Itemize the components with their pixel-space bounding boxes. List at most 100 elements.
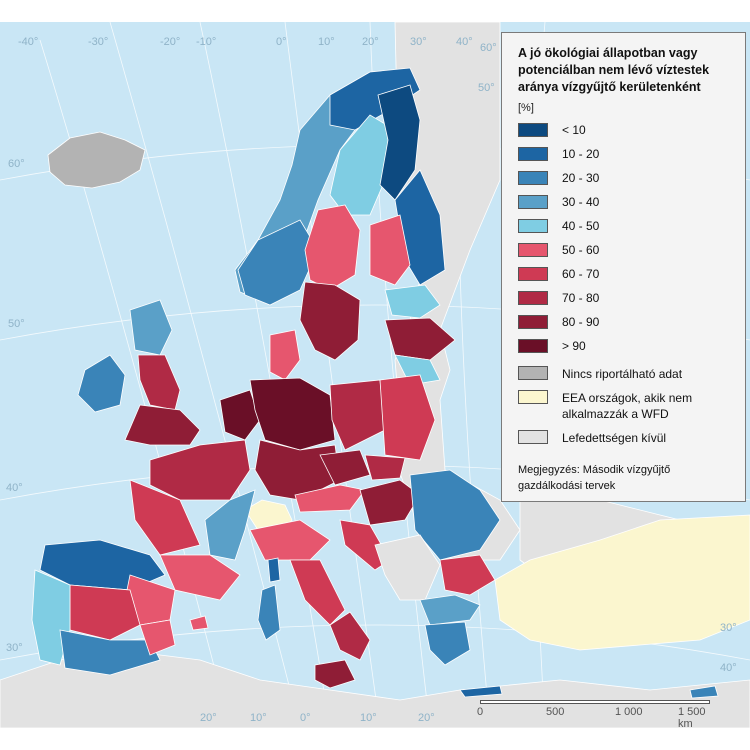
france-east — [204, 489, 256, 561]
graticule-label: -30° — [88, 36, 109, 48]
spain-south — [59, 629, 161, 676]
bulgaria — [439, 554, 496, 596]
graticule-label: 50° — [8, 318, 25, 330]
sweden-south — [299, 281, 361, 361]
graticule-label: 50° — [478, 82, 495, 94]
legend-swatch — [518, 195, 548, 209]
estonia — [384, 284, 441, 319]
graticule-label: 60° — [480, 42, 497, 54]
germany-north — [249, 377, 336, 451]
sicily — [314, 659, 356, 689]
graticule-label: 10° — [360, 712, 377, 724]
non-wfd-countries — [244, 499, 750, 651]
graticule-label: 40° — [720, 662, 737, 674]
graticule-label: 20° — [362, 36, 379, 48]
austria — [294, 484, 366, 513]
legend-extras: Nincs riportálható adat EEA országok, aki… — [518, 366, 733, 446]
graticule-label: 30° — [720, 622, 737, 634]
italy-south — [329, 611, 371, 661]
france-south — [159, 554, 241, 601]
legend-swatch — [518, 171, 548, 185]
spain-east — [139, 619, 176, 656]
latvia-lithuania — [384, 317, 456, 361]
legend-swatch — [518, 339, 548, 353]
scale-tick: 1 500 km — [678, 706, 706, 730]
legend-item: 20 - 30 — [518, 166, 733, 190]
legend-swatch — [518, 243, 548, 257]
legend-label: Nincs riportálható adat — [562, 367, 683, 381]
balearics — [189, 615, 209, 631]
england-south — [124, 404, 201, 446]
legend-label: Lefedettségen kívül — [562, 431, 667, 445]
legend-title: A jó ökológiai állapotban vagy potenciál… — [518, 46, 710, 94]
iceland-no-data — [47, 131, 146, 189]
corsica — [267, 557, 281, 583]
legend-swatch — [518, 366, 548, 380]
legend-swatch — [518, 430, 548, 444]
graticule-label: 30° — [6, 642, 23, 654]
czechia — [319, 449, 371, 486]
graticule-label: 20° — [200, 712, 217, 724]
slovakia — [364, 454, 406, 481]
legend-item: 70 - 80 — [518, 286, 733, 310]
legend-swatch — [518, 267, 548, 281]
cyprus — [689, 685, 719, 699]
legend-label: 30 - 40 — [562, 195, 600, 209]
graticule-label: 0° — [300, 712, 311, 724]
legend-label: 60 - 70 — [562, 267, 600, 281]
legend-note: Megjegyzés: Második vízgyűjtő gazdálkodá… — [518, 464, 671, 492]
legend-label: 10 - 20 — [562, 147, 600, 161]
legend-swatch — [518, 315, 548, 329]
legend-label: 40 - 50 — [562, 219, 600, 233]
sardinia — [257, 584, 281, 641]
legend-label: 50 - 60 — [562, 243, 600, 257]
legend-label: < 10 — [562, 123, 586, 137]
legend-swatch — [518, 123, 548, 137]
graticule-label: -10° — [196, 36, 217, 48]
crete — [459, 685, 503, 698]
legend-label: EEA országok, akik nem alkalmazzák a WFD — [562, 391, 693, 421]
graticule-label: 10° — [318, 36, 335, 48]
graticule-label: 40° — [6, 482, 23, 494]
scotland — [129, 299, 173, 356]
graticule-label: 20° — [418, 712, 435, 724]
hungary — [359, 479, 421, 526]
ireland — [77, 354, 126, 413]
graticule-label: -40° — [18, 36, 39, 48]
france-north — [149, 439, 251, 501]
legend-swatch — [518, 147, 548, 161]
denmark — [269, 329, 301, 381]
legend-item: 30 - 40 — [518, 190, 733, 214]
scale-bar: 0 500 1 000 1 500 km — [477, 700, 710, 730]
legend-item: 60 - 70 — [518, 262, 733, 286]
greece-south — [424, 621, 471, 666]
legend-item: Nincs riportálható adat — [518, 366, 733, 382]
norway-south — [237, 219, 319, 306]
italy-north — [249, 519, 331, 561]
legend-label: 70 - 80 — [562, 291, 600, 305]
legend-label: > 90 — [562, 339, 586, 353]
legend-item: 80 - 90 — [518, 310, 733, 334]
portugal — [31, 569, 71, 666]
legend-classes: < 10 10 - 20 20 - 30 30 - 40 40 - 50 50 - 60 6… — [518, 118, 733, 358]
graticule-label: 10° — [250, 712, 267, 724]
graticule-label: 30° — [410, 36, 427, 48]
sweden-north — [329, 114, 396, 216]
finland-south — [369, 214, 411, 286]
graticule-label: 0° — [276, 36, 287, 48]
sweden-central — [304, 204, 361, 291]
scale-bar-line — [480, 700, 710, 704]
map-legend: A jó ökológiai állapotban vagy potenciál… — [501, 32, 746, 502]
legend-swatch — [518, 219, 548, 233]
finland-north — [377, 84, 421, 201]
legend-label: 20 - 30 — [562, 171, 600, 185]
legend-label: 80 - 90 — [562, 315, 600, 329]
graticule-label: 40° — [456, 36, 473, 48]
legend-item: > 90 — [518, 334, 733, 358]
graticule-label: -20° — [160, 36, 181, 48]
benelux — [219, 389, 261, 441]
legend-item: EEA országok, akik nem alkalmazzák a WFD — [518, 390, 733, 422]
italy-central — [289, 559, 346, 626]
legend-item: 10 - 20 — [518, 142, 733, 166]
scale-tick: 1 000 — [615, 706, 643, 718]
